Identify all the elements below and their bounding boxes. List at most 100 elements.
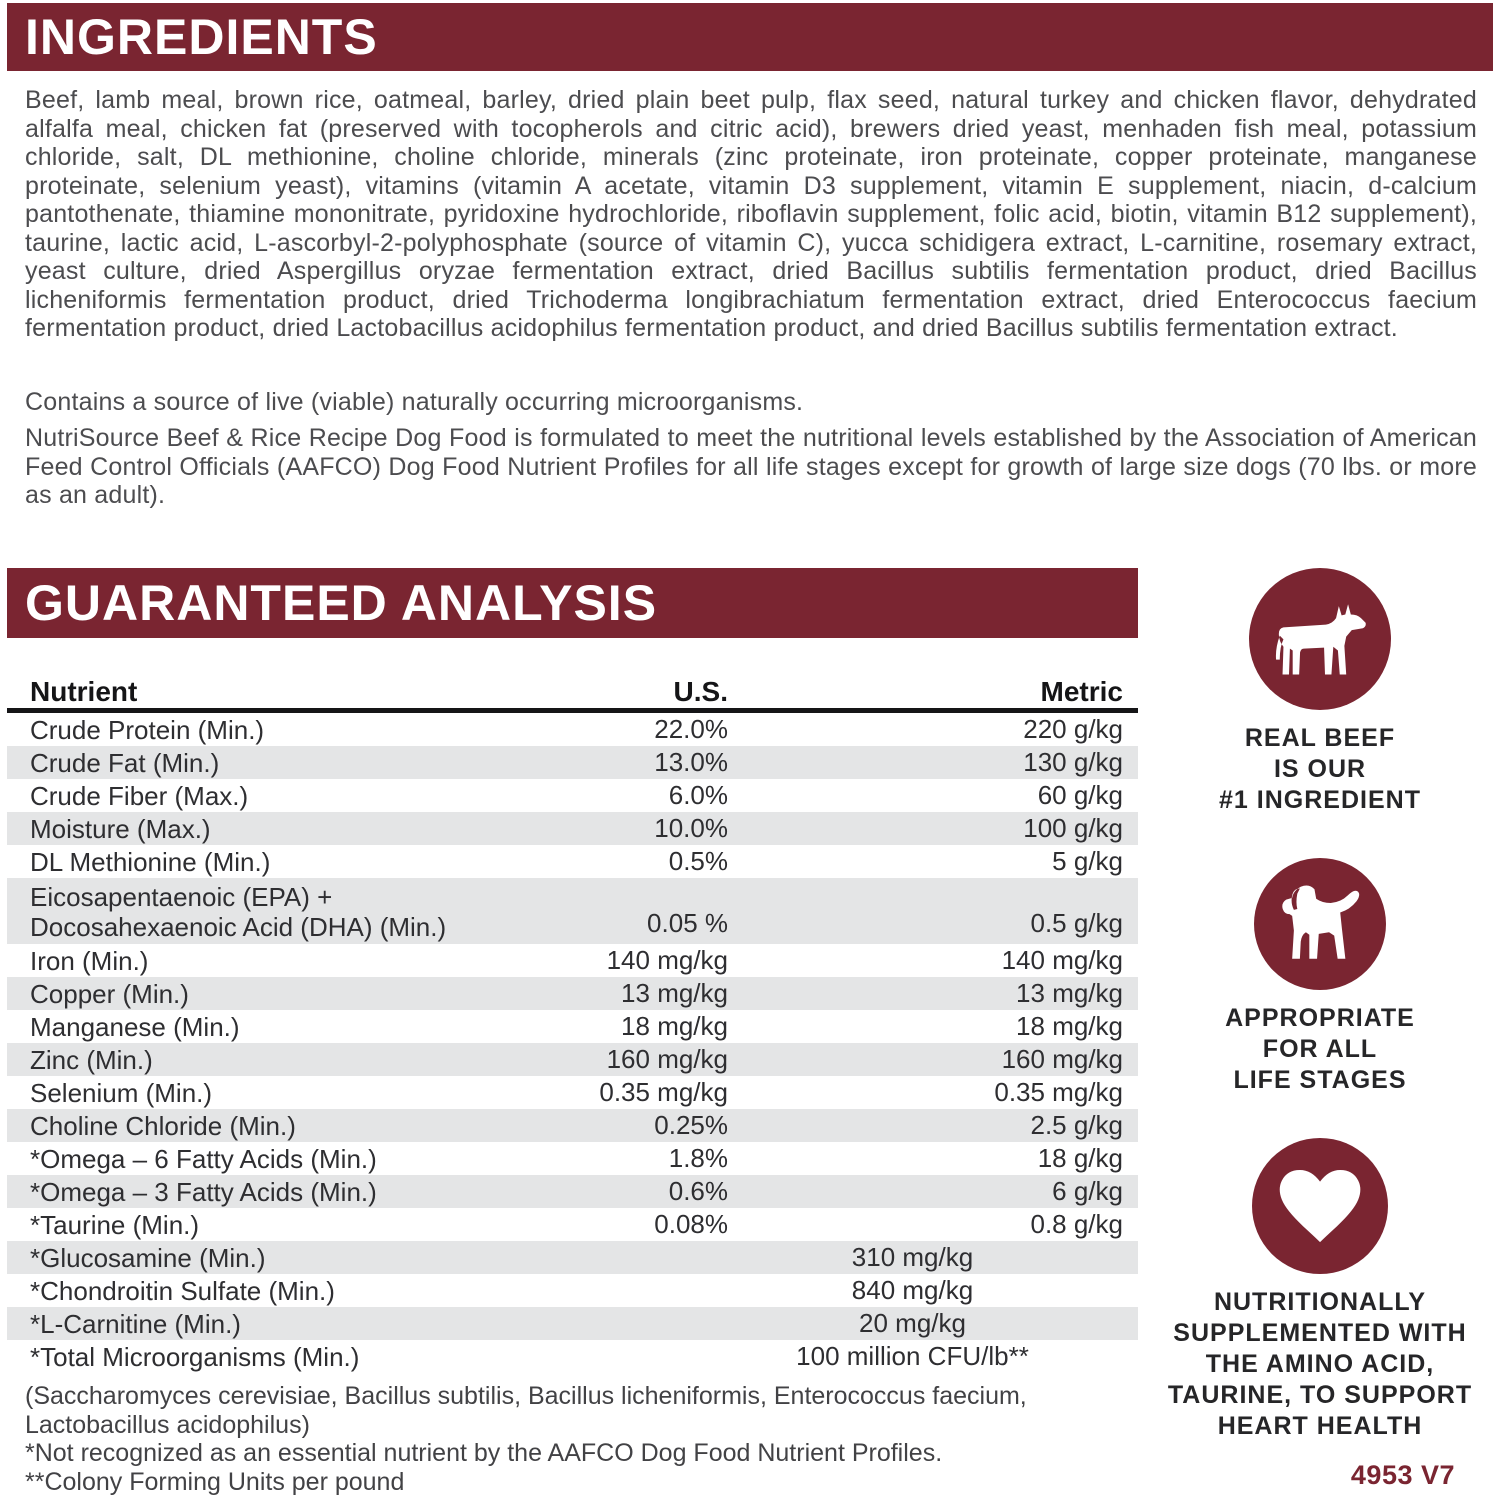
footnotes: (Saccharomyces cerevisiae, Bacillus subt… (25, 1382, 1175, 1496)
metric-value-cell: 100 g/kg (1023, 813, 1123, 843)
column-header-nutrient: Nutrient (30, 676, 138, 707)
metric-value-cell: 160 mg/kg (1001, 1044, 1123, 1074)
table-row: *Glucosamine (Min.) 310 mg/kg (7, 1241, 1138, 1274)
metric-value-cell: 2.5 g/kg (1030, 1110, 1123, 1140)
table-row: Crude Fat (Min.) 13.0% 130 g/kg (7, 746, 1138, 779)
combined-value-cell: 20 mg/kg (859, 1308, 966, 1338)
us-value-cell: 0.25% (654, 1110, 728, 1140)
table-row: Crude Fiber (Max.) 6.0% 60 g/kg (7, 779, 1138, 812)
badge-column: REAL BEEF IS OUR #1 INGREDIENT APPROPRIATE F… (1140, 568, 1500, 1484)
nutrient-name-cell: Crude Protein (Min.) (30, 714, 265, 745)
us-value-cell: 0.05 % (647, 908, 728, 938)
us-value-cell: 10.0% (654, 813, 728, 843)
nutrient-name-cell: *Omega – 3 Fatty Acids (Min.) (30, 1176, 377, 1207)
footnote: *Not recognized as an essential nutrient… (25, 1439, 943, 1467)
metric-value-cell: 0.8 g/kg (1030, 1209, 1123, 1239)
us-value-cell: 13 mg/kg (621, 978, 728, 1008)
nutrient-name-cell: *Total Microorganisms (Min.) (30, 1341, 360, 1372)
column-header-us: U.S. (673, 676, 728, 707)
table-row: Eicosapentaenoic (EPA) + Docosahexaenoic … (7, 878, 1138, 944)
table-row: Crude Protein (Min.) 22.0% 220 g/kg (7, 713, 1138, 746)
table-row: *Chondroitin Sulfate (Min.) 840 mg/kg (7, 1274, 1138, 1307)
nutrient-name-cell: Iron (Min.) (30, 945, 149, 976)
guaranteed-analysis-table: Nutrient U.S. Metric Crude Protein (Min.… (7, 676, 1138, 1373)
badge-caption-line: IS OUR (1273, 755, 1367, 783)
combined-value-cell: 310 mg/kg (851, 1242, 974, 1272)
us-value-cell: 160 mg/kg (606, 1044, 728, 1074)
ingredients-title: INGREDIENTS (25, 9, 378, 65)
footnote: **Colony Forming Units per pound (25, 1467, 405, 1496)
ingredients-header-bar: INGREDIENTS (7, 3, 1493, 71)
nutrient-name-cell: *L-Carnitine (Min.) (30, 1308, 241, 1339)
metric-value-cell: 130 g/kg (1023, 747, 1123, 777)
nutrient-name-cell: Selenium (Min.) (30, 1077, 213, 1108)
table-row: DL Methionine (Min.) 0.5% 5 g/kg (7, 845, 1138, 878)
badge-caption-line: REAL BEEF (1244, 724, 1396, 752)
nutrient-name-cell: *Taurine (Min.) (30, 1209, 200, 1240)
metric-value-cell: 0.5 g/kg (1030, 908, 1123, 938)
nutrient-name-cell: Crude Fiber (Max.) (30, 780, 249, 811)
guaranteed-analysis-title: GUARANTEED ANALYSIS (25, 575, 658, 631)
us-value-cell: 0.08% (654, 1209, 728, 1239)
badge-caption-line: TAURINE, TO SUPPORT (1167, 1381, 1473, 1409)
contains-statement: Contains a source of live (viable) natur… (25, 388, 804, 416)
combined-value-cell: 840 mg/kg (851, 1275, 974, 1305)
cow-icon (1249, 568, 1391, 710)
table-row: *Omega – 6 Fatty Acids (Min.) 1.8% 18 g/kg (7, 1142, 1138, 1175)
badge-caption-line: NUTRITIONALLY (1213, 1288, 1427, 1316)
badge-caption-line: #1 INGREDIENT (1219, 786, 1421, 814)
us-value-cell: 13.0% (654, 747, 728, 777)
nutrient-name-cell: *Glucosamine (Min.) (30, 1242, 266, 1273)
table-row: *Omega – 3 Fatty Acids (Min.) 0.6% 6 g/kg (7, 1175, 1138, 1208)
metric-value-cell: 60 g/kg (1037, 780, 1123, 810)
badge-caption-line: SUPPLEMENTED WITH (1173, 1319, 1467, 1347)
us-value-cell: 6.0% (668, 780, 728, 810)
us-value-cell: 0.6% (668, 1176, 728, 1206)
heart-icon (1252, 1138, 1388, 1274)
metric-value-cell: 18 mg/kg (1016, 1011, 1123, 1041)
table-row: Copper (Min.) 13 mg/kg 13 mg/kg (7, 977, 1138, 1010)
badge-caption-line: HEART HEALTH (1217, 1412, 1423, 1440)
table-row: Zinc (Min.) 160 mg/kg 160 mg/kg (7, 1043, 1138, 1076)
table-row: *L-Carnitine (Min.) 20 mg/kg (7, 1307, 1138, 1340)
nutrient-name-cell: Manganese (Min.) (30, 1011, 240, 1042)
badge-caption-line: LIFE STAGES (1233, 1066, 1407, 1094)
us-value-cell: 140 mg/kg (606, 945, 728, 975)
aafco-statement: NutriSource Beef & Rice Recipe Dog Food … (25, 424, 1477, 509)
table-row: *Total Microorganisms (Min.) 100 million … (7, 1340, 1138, 1373)
table-row: Selenium (Min.) 0.35 mg/kg 0.35 mg/kg (7, 1076, 1138, 1109)
nutrient-name-cell: DL Methionine (Min.) (30, 846, 271, 877)
us-value-cell: 18 mg/kg (621, 1011, 728, 1041)
nutrient-name-cell: Crude Fat (Min.) (30, 747, 220, 778)
us-value-cell: 1.8% (668, 1143, 728, 1173)
metric-value-cell: 13 mg/kg (1016, 978, 1123, 1008)
nutrient-name-cell: Choline Chloride (Min.) (30, 1110, 296, 1141)
nutrient-name-cell: *Chondroitin Sulfate (Min.) (30, 1275, 335, 1306)
table-row: *Taurine (Min.) 0.08% 0.8 g/kg (7, 1208, 1138, 1241)
metric-value-cell: 0.35 mg/kg (994, 1077, 1123, 1107)
nutrient-name-cell: Copper (Min.) (30, 978, 189, 1009)
print-code: 4953 V7 (1350, 1460, 1455, 1490)
analysis-table-body: Crude Protein (Min.) 22.0% 220 g/kg Crude F… (7, 713, 1138, 1373)
badge: REAL BEEF IS OUR #1 INGREDIENT (1219, 568, 1421, 816)
metric-value-cell: 220 g/kg (1023, 714, 1123, 744)
metric-value-cell: 6 g/kg (1052, 1176, 1123, 1206)
nutrient-name-cell: Moisture (Max.) (30, 813, 211, 844)
metric-value-cell: 18 g/kg (1037, 1143, 1123, 1173)
badge-caption: APPROPRIATE FOR ALL LIFE STAGES (1225, 1003, 1415, 1096)
metric-value-cell: 140 mg/kg (1001, 945, 1123, 975)
metric-value-cell: 5 g/kg (1052, 846, 1123, 876)
badge-caption-line: FOR ALL (1262, 1035, 1378, 1063)
guaranteed-analysis-header-bar: GUARANTEED ANALYSIS (7, 568, 1138, 638)
ingredients-paragraph: Beef, lamb meal, brown rice, oatmeal, ba… (25, 86, 1477, 342)
table-header-row: Nutrient U.S. Metric (7, 676, 1138, 713)
badge-caption-line: THE AMINO ACID, (1205, 1350, 1435, 1378)
nutrient-name-cell: *Omega – 6 Fatty Acids (Min.) (30, 1143, 377, 1174)
combined-value-cell: 100 million CFU/lb** (796, 1341, 1029, 1371)
table-row: Manganese (Min.) 18 mg/kg 18 mg/kg (7, 1010, 1138, 1043)
badge: NUTRITIONALLY SUPPLEMENTED WITH THE AMINO … (1168, 1138, 1472, 1442)
footnote: (Saccharomyces cerevisiae, Bacillus subt… (25, 1382, 1027, 1439)
column-header-metric: Metric (1040, 676, 1123, 707)
puppy-icon (1253, 858, 1386, 990)
